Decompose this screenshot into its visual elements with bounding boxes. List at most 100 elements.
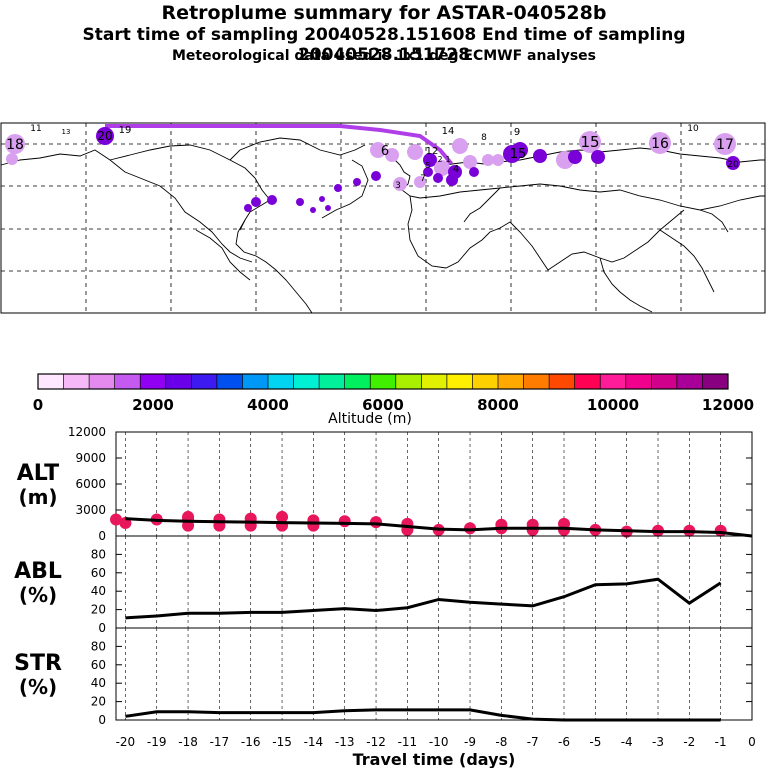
plume-centroid: [512, 142, 528, 158]
y-tick-label: 60: [91, 658, 106, 672]
x-tick-label: -10: [429, 735, 449, 749]
x-axis-label: Travel time (days): [353, 750, 516, 768]
colorbar-swatch: [651, 374, 678, 389]
altitude-point: [307, 519, 320, 532]
plume-centroid: [452, 138, 468, 154]
y-tick-label: 40: [91, 584, 106, 598]
colorbar-swatch: [191, 374, 218, 389]
map-day-label: 9: [514, 127, 520, 138]
plume-centroid: [482, 154, 494, 166]
map-day-label: 17: [716, 137, 734, 153]
y-tick-label: 6000: [75, 477, 106, 491]
plume-centroid: [726, 156, 740, 170]
plume-track-line: [105, 124, 454, 170]
altitude-point: [370, 516, 383, 529]
y-tick-label: 12000: [68, 425, 106, 439]
plume-centroid: [371, 171, 381, 181]
colorbar-swatch: [140, 374, 167, 389]
meteo-info: Meteorological data used is 1x1 deg ECMW…: [172, 48, 596, 64]
colorbar-swatch: [523, 374, 550, 389]
series-line: [125, 577, 722, 620]
map-day-label: 20: [97, 129, 112, 143]
x-tick-label: -5: [589, 735, 601, 749]
x-tick-label: -3: [652, 735, 664, 749]
x-tick-label: -4: [621, 735, 633, 749]
colorbar-swatch: [549, 374, 575, 389]
retroplume-map: 18 11 13 20 19 6 14 8 9 15 15 16 10 17 12 4 7 3 25 1 20: [0, 122, 766, 314]
colorbar-swatch: [165, 374, 192, 389]
plume-centroid: [310, 207, 316, 213]
colorbar-swatch: [293, 374, 320, 389]
plume-centroid: [649, 132, 671, 154]
plume-centroid: [433, 173, 443, 183]
altitude-point: [714, 524, 727, 537]
plume-centroid: [463, 155, 477, 169]
x-tick-label: -12: [366, 735, 386, 749]
x-tick-label: -14: [304, 735, 324, 749]
x-tick-label: -13: [335, 735, 355, 749]
x-tick-label: -11: [398, 735, 418, 749]
plume-centroid: [334, 184, 342, 192]
colorbar-swatch: [498, 374, 524, 389]
y-tick-label: 80: [91, 639, 106, 653]
timeseries-panels: 030006000900012000ALT(m)020406080ABL(%)0…: [14, 425, 756, 768]
plume-centroid: [414, 176, 426, 188]
plume-centroid: [591, 150, 605, 164]
map-day-label: 15: [510, 147, 527, 162]
colorbar-tick-label: 2000: [132, 396, 174, 414]
y-tick-label: 0: [98, 529, 106, 543]
colorbar-swatch: [625, 374, 652, 389]
colorbar-swatch: [472, 374, 499, 389]
plume-centroid: [296, 198, 304, 206]
plume-centroid: [267, 195, 277, 205]
colorbar-tick-label: 8000: [477, 396, 519, 414]
colorbar-swatch: [268, 374, 294, 389]
colorbar-swatch: [446, 374, 473, 389]
map-day-label: 1: [445, 155, 450, 164]
plume-centroid: [6, 153, 18, 165]
map-day-label: 16: [651, 136, 669, 152]
map-day-label: 13: [62, 128, 71, 136]
colorbar-swatch: [600, 374, 627, 389]
y-tick-label: 0: [98, 621, 106, 635]
map-day-label: 2: [437, 155, 442, 164]
plume-centroid: [5, 134, 25, 154]
colorbar-frame: [37, 373, 729, 390]
plume-centroid: [325, 205, 331, 211]
map-day-label: 15: [580, 133, 599, 151]
x-tick-label: -9: [464, 735, 476, 749]
y-axis-unit: (%): [19, 583, 57, 607]
plume-centroid: [568, 150, 582, 164]
plume-centroid: [714, 133, 736, 155]
colorbar-tick-label: 4000: [247, 396, 289, 414]
x-tick-label: -20: [116, 735, 136, 749]
x-tick-label: -2: [683, 735, 695, 749]
colorbar-swatch: [38, 374, 64, 389]
map-day-label: 8: [481, 133, 487, 143]
y-tick-label: 20: [91, 603, 106, 617]
plume-centroid: [393, 177, 407, 191]
colorbar-tick-label: 12000: [702, 396, 754, 414]
plume-centroid: [96, 127, 114, 145]
map-day-label: 14: [442, 126, 455, 137]
map-day-label: 10: [687, 124, 699, 134]
map-day-label: 4: [453, 164, 459, 175]
plume-centroids: 18 11 13 20 19 6 14 8 9 15 15 16 10 17 12 4 7 3 25 1 20: [5, 124, 740, 213]
colorbar-swatch: [676, 374, 703, 389]
x-tick-label: 0: [748, 735, 756, 749]
plume-centroid: [423, 153, 437, 167]
plume-centroid: [446, 174, 458, 186]
map-day-label: 3: [395, 181, 401, 191]
altitude-point: [110, 513, 122, 526]
plume-centroid: [423, 167, 433, 177]
map-day-label: 11: [30, 124, 41, 134]
colorbar-swatch: [242, 374, 269, 389]
y-tick-label: 40: [91, 676, 106, 690]
x-tick-label: -18: [178, 735, 198, 749]
x-tick-label: -16: [241, 735, 261, 749]
plume-centroid: [251, 197, 261, 207]
colorbar-swatch: [370, 374, 397, 389]
colorbar-swatch: [114, 374, 141, 389]
plume-centroid: [579, 131, 601, 153]
y-tick-label: 60: [91, 566, 106, 580]
